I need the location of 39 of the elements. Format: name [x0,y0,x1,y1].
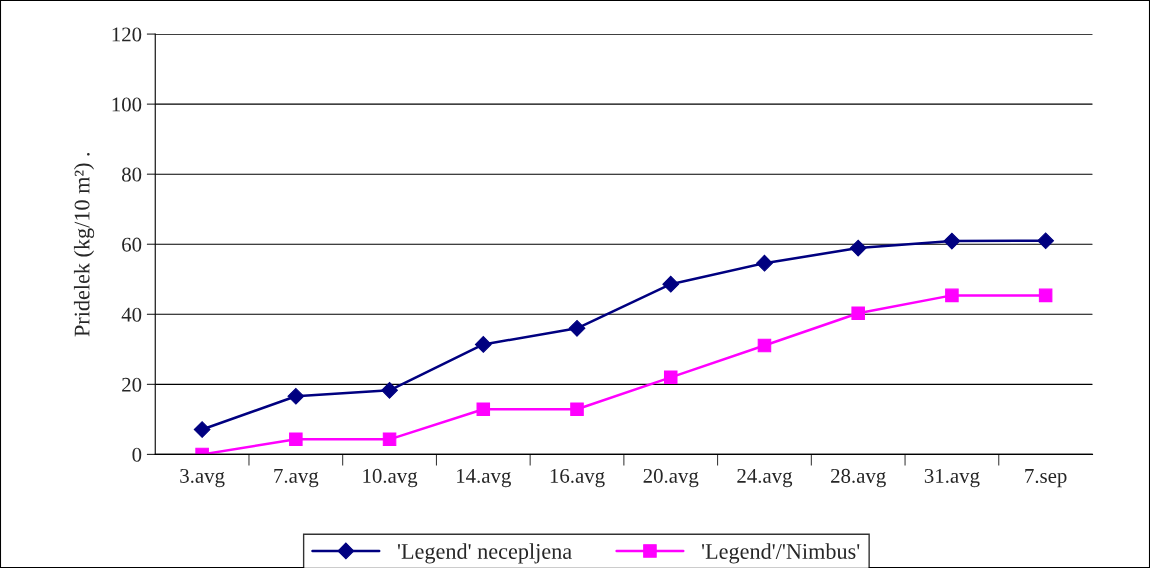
point [193,421,211,438]
y-tick-label: 20 [122,377,142,392]
point [474,336,492,353]
x-tick-label: 10.avg [363,468,418,488]
point [756,254,773,272]
point [662,275,680,293]
x-tick-label: 7.avg [274,469,319,488]
point [382,432,397,447]
point [1038,288,1053,303]
y-tick-label: 40 [121,307,142,322]
legend-label: 'Legend'/'Nimbus' [701,543,860,564]
y-tick-label: 60 [122,237,142,252]
x-tick-label: 28.avg [831,468,886,488]
x-tick-label: 3.avg [180,468,225,488]
point [570,402,584,416]
point [1037,232,1055,250]
legend-label: 'Legend' necepljena [397,543,572,564]
y-tick-label: 120 [112,27,142,42]
point [568,319,586,337]
x-tick-label: 7.sep [1025,469,1067,488]
x-tick-label: 14.avg [457,468,511,488]
y-tick-label: 80 [122,167,142,182]
point [757,338,772,353]
point [849,239,867,257]
x-tick-label: 24.avg [737,468,793,488]
point [381,381,398,399]
x-tick-label: 31.avg [924,468,980,488]
x-tick-label: 16.avg [550,468,605,488]
point [476,402,491,416]
point [287,387,305,405]
point [945,288,959,303]
point [663,370,678,385]
y-tick-label: 0 [132,447,142,462]
point [289,432,303,447]
y-tick-label: 100 [112,97,142,112]
x-tick-label: 20.avg [643,468,699,488]
point [943,232,961,250]
point [851,306,865,321]
y-axis-title: Pridelek (kg/10 m²) . [73,152,95,337]
